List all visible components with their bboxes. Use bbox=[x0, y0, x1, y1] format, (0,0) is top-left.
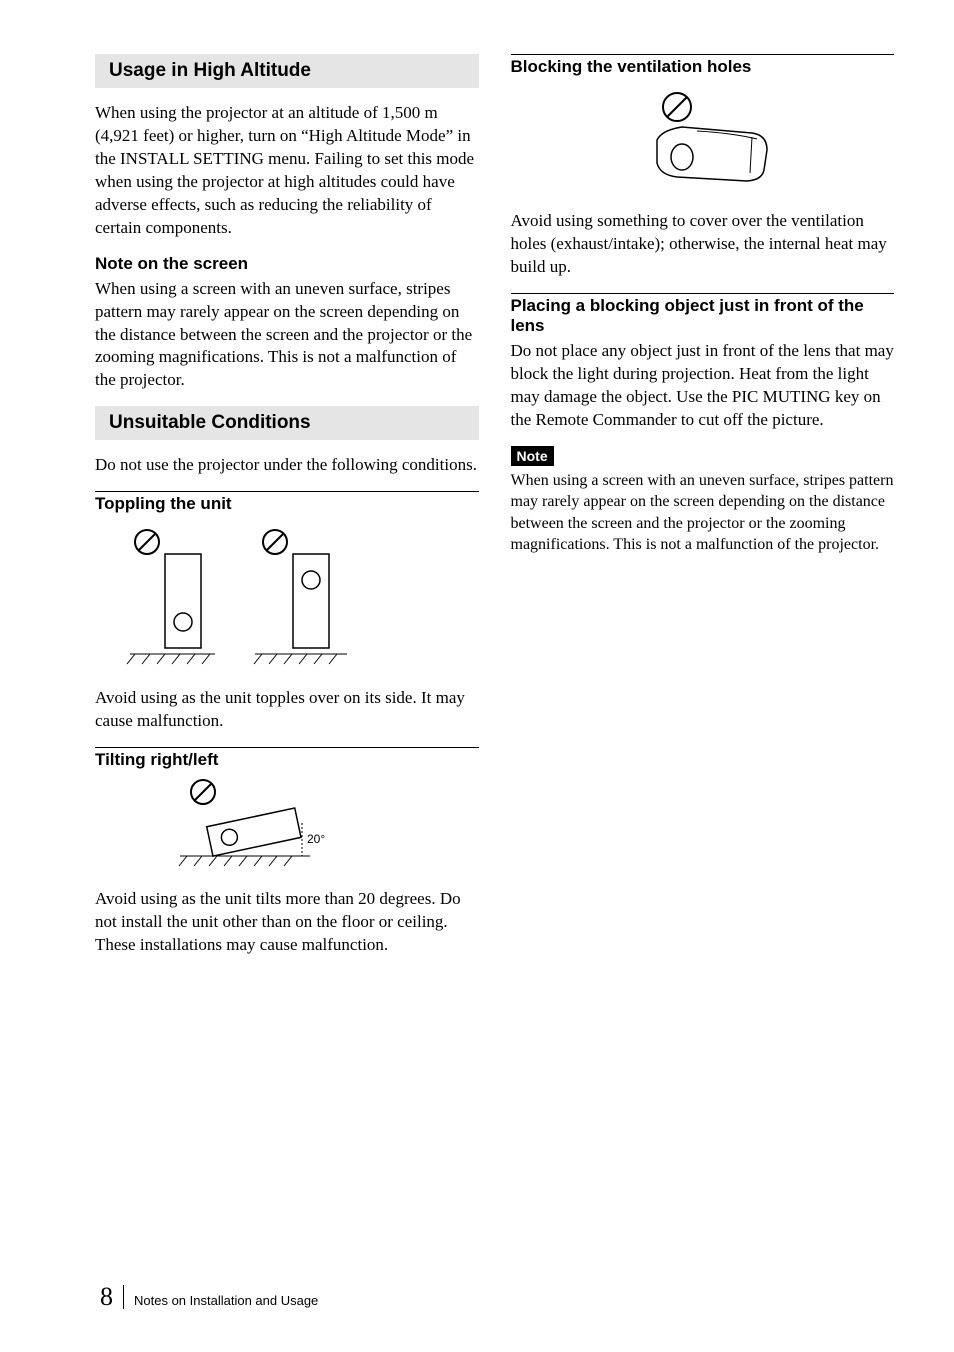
page-number: 8 bbox=[100, 1282, 113, 1312]
note-tag: Note bbox=[511, 446, 554, 466]
body-tilting: Avoid using as the unit tilts more than … bbox=[95, 888, 479, 957]
section-head-unsuitable: Unsuitable Conditions bbox=[95, 406, 479, 440]
footer-title: Notes on Installation and Usage bbox=[134, 1293, 318, 1308]
rule bbox=[511, 293, 895, 294]
page-footer: 8 Notes on Installation and Usage bbox=[100, 1282, 318, 1312]
body-high-altitude: When using the projector at an altitude … bbox=[95, 102, 479, 240]
rule bbox=[95, 747, 479, 748]
blocking-vents-illustration bbox=[511, 85, 895, 200]
body-blocking-lens: Do not place any object just in front of… bbox=[511, 340, 895, 432]
body-toppling: Avoid using as the unit topples over on … bbox=[95, 687, 479, 733]
rule bbox=[95, 491, 479, 492]
body-note-on-screen: When using a screen with an uneven surfa… bbox=[95, 278, 479, 393]
subhead-tilting: Tilting right/left bbox=[95, 750, 479, 770]
angle-label: 20° bbox=[307, 832, 325, 846]
left-column: Usage in High Altitude When using the pr… bbox=[95, 54, 479, 971]
page-content: Usage in High Altitude When using the pr… bbox=[0, 0, 954, 1011]
subhead-blocking-vents: Blocking the ventilation holes bbox=[511, 57, 895, 77]
toppling-illustration bbox=[95, 522, 479, 677]
subhead-blocking-lens: Placing a blocking object just in front … bbox=[511, 296, 895, 336]
right-column: Blocking the ventilation holes Avoid usi… bbox=[511, 54, 895, 971]
tilting-illustration: 20° bbox=[95, 778, 479, 878]
body-blocking-vents: Avoid using something to cover over the … bbox=[511, 210, 895, 279]
subhead-toppling: Toppling the unit bbox=[95, 494, 479, 514]
subhead-note-on-screen: Note on the screen bbox=[95, 254, 479, 274]
section-head-high-altitude: Usage in High Altitude bbox=[95, 54, 479, 88]
note-body: When using a screen with an uneven surfa… bbox=[511, 470, 895, 556]
body-unsuitable: Do not use the projector under the follo… bbox=[95, 454, 479, 477]
footer-divider bbox=[123, 1285, 124, 1309]
rule bbox=[511, 54, 895, 55]
